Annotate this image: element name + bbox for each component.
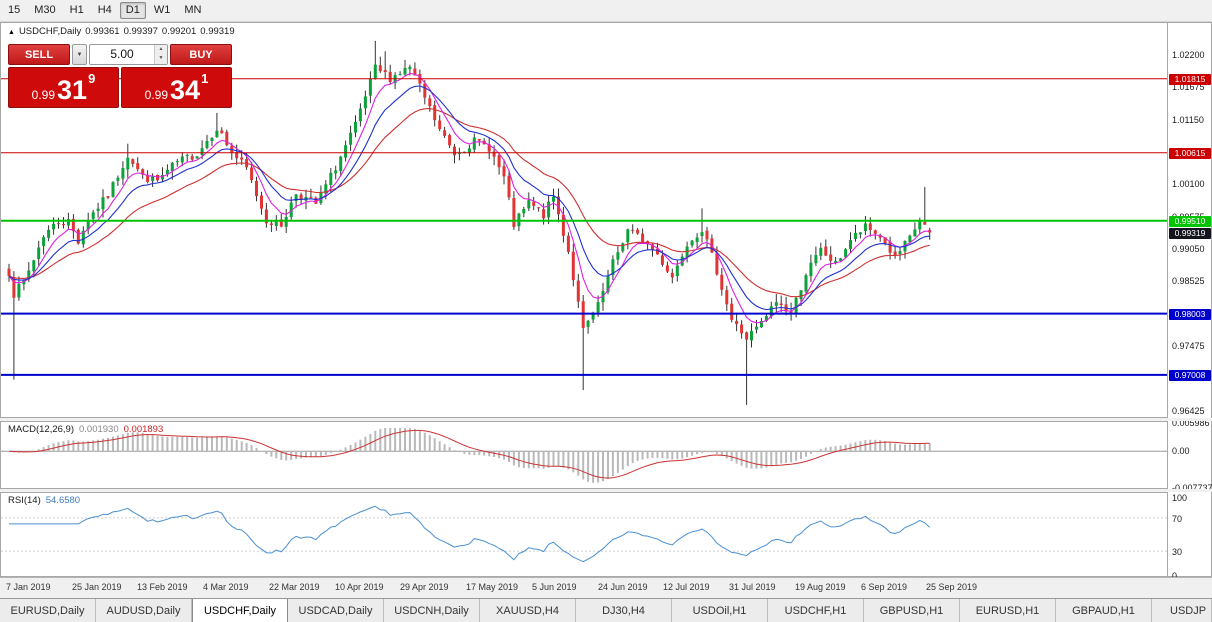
chart-tab-usdchf-h1[interactable]: USDCHF,H1 [768, 599, 864, 622]
price-level-badge: 0.97008 [1169, 370, 1211, 381]
macd-name: MACD(12,26,9) [8, 424, 74, 435]
date-label: 25 Jan 2019 [72, 582, 122, 592]
timeframe-button-h4[interactable]: H4 [97, 4, 112, 16]
date-label: 24 Jun 2019 [598, 582, 648, 592]
chart-symbol-label: USDCHF,Daily [18, 26, 82, 37]
collapse-arrow-icon[interactable]: ▲ [8, 29, 15, 36]
close-value: 0.99319 [200, 26, 235, 37]
price-level-badge: 1.01815 [1169, 74, 1211, 85]
chart-tab-bar: EURUSD,Daily AUDUSD,Daily USDCHF,Daily USDC… [0, 598, 1212, 622]
chart-tab-usdcnh-daily[interactable]: USDCNH,Daily [384, 599, 480, 622]
price-axis-label: 0.97475 [1172, 341, 1205, 351]
buy-price-base: 0.99 [144, 88, 169, 102]
current-price-badge: 0.99319 [1169, 228, 1211, 239]
volume-spinner[interactable]: ▲ ▼ [154, 45, 167, 64]
price-axis-label: 0 [1172, 571, 1178, 581]
chart-tab-usdcad-daily[interactable]: USDCAD,Daily [288, 599, 384, 622]
timeframe-button-mn[interactable]: MN [184, 4, 202, 16]
price-axis-label: 1.02200 [1172, 50, 1205, 60]
panel-splitter[interactable] [0, 418, 1212, 421]
chart-ohlc-header: ▲ USDCHF,Daily 0.99361 0.99397 0.99201 0.9931… [8, 26, 239, 37]
price-axis-label: 1.01675 [1172, 82, 1205, 92]
date-label: 22 Mar 2019 [269, 582, 320, 592]
chart-tab-dj30-h4[interactable]: DJ30,H4 [576, 599, 672, 622]
buy-button[interactable]: BUY [170, 44, 232, 65]
price-axis-label: -0.007737 [1172, 483, 1212, 493]
macd-chart[interactable] [1, 422, 1167, 488]
chart-tab-gbpaud-h1[interactable]: GBPAUD,H1 [1056, 599, 1152, 622]
price-level-badge: 1.00615 [1169, 148, 1211, 159]
chart-tab-eurusd-daily[interactable]: EURUSD,Daily [0, 599, 96, 622]
date-label: 19 Aug 2019 [795, 582, 846, 592]
date-label: 4 Mar 2019 [203, 582, 249, 592]
price-axis-label: 0.96425 [1172, 406, 1205, 416]
price-axis-label: 0.00 [1172, 446, 1190, 456]
chart-tab-eurusd-h1[interactable]: EURUSD,H1 [960, 599, 1056, 622]
date-label: 7 Jan 2019 [6, 582, 51, 592]
candlestick-chart[interactable] [1, 23, 1167, 417]
price-level-badge: 0.99510 [1169, 216, 1211, 227]
sell-price-button[interactable]: 0.99 31 9 [8, 67, 119, 108]
date-label: 29 Apr 2019 [400, 582, 449, 592]
price-axis-label: 100 [1172, 493, 1188, 503]
price-axis-label: 0.005986 [1172, 418, 1210, 428]
timeframe-button-15[interactable]: 15 [8, 4, 21, 16]
date-label: 5 Jun 2019 [532, 582, 577, 592]
chart-tab-gbpusd-h1[interactable]: GBPUSD,H1 [864, 599, 960, 622]
price-level-badge: 0.98003 [1169, 309, 1211, 320]
price-axis[interactable]: 1.022001.016751.011501.006251.001000.995… [1168, 22, 1212, 581]
buy-price-pips: 34 [170, 75, 201, 105]
chart-tab-xauusd-h4[interactable]: XAUUSD,H4 [480, 599, 576, 622]
sell-price-pipette: 9 [88, 71, 96, 86]
timeframe-toolbar: 15 M30 H1 H4 D1 W1 MN [0, 0, 1212, 22]
date-label: 31 Jul 2019 [729, 582, 776, 592]
sell-price-pips: 31 [57, 75, 88, 105]
rsi-chart[interactable] [1, 493, 1167, 576]
sell-price-base: 0.99 [31, 88, 56, 102]
buy-price-button[interactable]: 0.99 34 1 [121, 67, 232, 108]
volume-input[interactable]: 5.00 ▲ ▼ [89, 44, 168, 65]
timeframe-button-m30[interactable]: M30 [34, 4, 56, 16]
chart-tab-audusd-daily[interactable]: AUDUSD,Daily [96, 599, 192, 622]
rsi-label: RSI(14) 54.6580 [8, 495, 80, 506]
price-axis-label: 0.98525 [1172, 276, 1205, 286]
spinner-down-icon[interactable]: ▼ [158, 55, 164, 61]
date-axis[interactable]: 7 Jan 2019 25 Jan 2019 13 Feb 2019 4 Mar 20… [0, 577, 1212, 598]
chart-tab-usdchf-daily[interactable]: USDCHF,Daily [192, 599, 288, 622]
price-axis-label: 30 [1172, 547, 1183, 557]
price-axis-label: 1.00100 [1172, 179, 1205, 189]
high-value: 0.99397 [123, 26, 158, 37]
macd-value: 0.001930 [79, 424, 119, 435]
macd-indicator-panel[interactable] [0, 421, 1168, 489]
volume-value[interactable]: 5.00 [110, 47, 134, 61]
chart-tab-usdoil-h1[interactable]: USDOil,H1 [672, 599, 768, 622]
date-label: 10 Apr 2019 [335, 582, 384, 592]
price-axis-label: 0.99050 [1172, 244, 1205, 254]
date-label: 12 Jul 2019 [663, 582, 710, 592]
one-click-trading-panel: SELL ▼ 5.00 ▲ ▼ BUY 0.99 31 9 0.99 34 1 [8, 44, 232, 108]
rsi-value: 54.6580 [45, 495, 81, 506]
timeframe-button-w1[interactable]: W1 [153, 4, 171, 16]
rsi-name: RSI(14) [8, 495, 41, 506]
date-label: 6 Sep 2019 [861, 582, 908, 592]
open-value: 0.99361 [85, 26, 120, 37]
volume-dropdown-button[interactable]: ▼ [72, 44, 87, 65]
date-label: 13 Feb 2019 [137, 582, 188, 592]
date-label: 17 May 2019 [466, 582, 519, 592]
buy-price-pipette: 1 [201, 71, 209, 86]
price-axis-label: 1.01150 [1172, 115, 1204, 125]
macd-label: MACD(12,26,9) 0.001930 0.001893 [8, 424, 163, 435]
sell-button[interactable]: SELL [8, 44, 70, 65]
date-label: 25 Sep 2019 [926, 582, 978, 592]
rsi-indicator-panel[interactable] [0, 492, 1168, 577]
price-axis-label: 70 [1172, 514, 1183, 524]
timeframe-button-d1[interactable]: D1 [119, 2, 146, 19]
low-value: 0.99201 [161, 26, 197, 37]
macd-signal-value: 0.001893 [123, 424, 164, 435]
panel-splitter[interactable] [0, 489, 1212, 492]
timeframe-button-h1[interactable]: H1 [69, 4, 84, 16]
chart-tab-usdjp[interactable]: USDJP [1152, 599, 1212, 622]
spinner-up-icon[interactable]: ▲ [158, 46, 164, 52]
